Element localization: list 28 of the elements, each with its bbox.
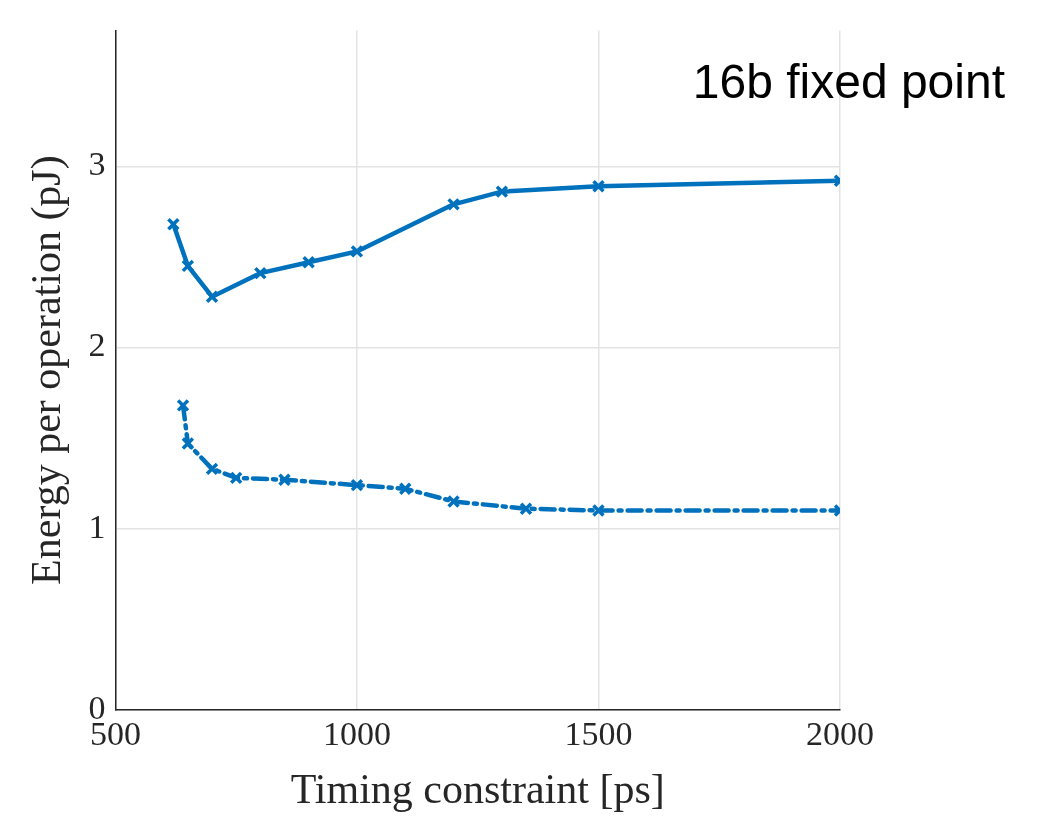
point (591, 503, 606, 518)
point (205, 462, 219, 476)
y-tick-label: 3 (88, 145, 106, 183)
point (205, 290, 219, 304)
point (181, 259, 195, 273)
point (253, 266, 268, 280)
y-tick-label: 1 (88, 507, 106, 545)
point (166, 217, 181, 231)
point (446, 197, 461, 212)
x-tick-label: 1000 (322, 715, 391, 753)
point (398, 482, 412, 496)
x-axis-title: Timing constraint [ps] (290, 765, 665, 812)
y-axis-title: Energy per operation (pJ) (23, 155, 71, 585)
point (446, 494, 461, 509)
point (591, 179, 606, 193)
point (519, 502, 533, 516)
point (301, 255, 316, 269)
x-tick-label: 2000 (806, 715, 874, 753)
point (181, 436, 195, 451)
point (277, 473, 292, 487)
point (350, 478, 364, 492)
text: 16b fixed point (692, 54, 1005, 108)
point (229, 471, 243, 485)
y-tick-label: 2 (88, 326, 106, 364)
point (350, 244, 364, 259)
x-tick-label: 1500 (564, 715, 633, 753)
point (176, 398, 190, 413)
point (495, 184, 509, 199)
